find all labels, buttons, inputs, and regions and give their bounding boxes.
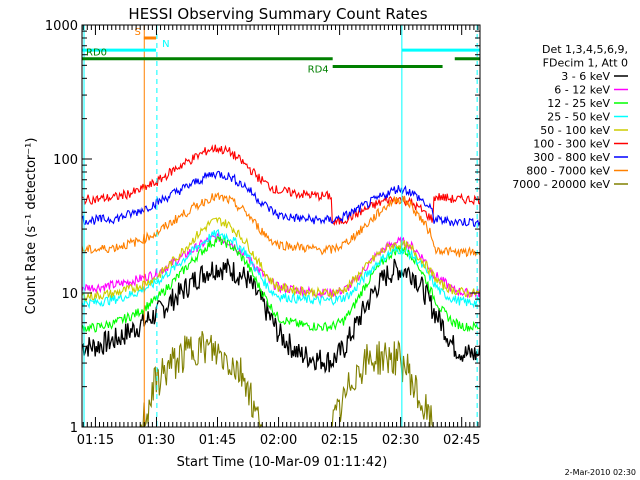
series-line-6 [81,144,481,226]
x-tick-label-1: 01:15 [77,433,114,448]
flag-label-2: N [162,39,169,50]
y-tick-label-1: 1 [70,421,78,436]
plot-frame [81,24,481,428]
legend-header-2: FDecim 1, Att 0 [543,57,628,70]
x-tick-label-4: 02:00 [260,433,297,448]
x-tick-label-3: 01:45 [199,433,236,448]
chart-title: HESSI Observing Summary Count Rates [128,5,427,23]
x-tick-label-7: 02:45 [443,433,480,448]
legend-label-1: 3 - 6 keV [561,70,610,83]
flag-label-4: RD4 [308,65,329,76]
series-line-5 [81,217,481,302]
y-tick-label-2: 10 [61,287,78,302]
legend: Det 1,3,4,5,6,9,FDecim 1, Att 03 - 6 keV… [512,43,628,191]
flag-label-1: S [134,27,140,38]
x-axis: 01:15 01:30 01:45 02:00 02:15 02:30 02:45 [77,25,480,448]
series-line-4 [81,229,481,310]
legend-header-1: Det 1,3,4,5,6,9, [542,43,628,56]
plot-content [81,144,481,429]
x-tick-label-2: 01:30 [138,433,175,448]
y-axis-label: Count Rate (s⁻¹ detector⁻¹) [24,138,39,315]
legend-label-4: 25 - 50 keV [547,111,610,124]
flag-label-3: RD0 [86,48,107,59]
legend-label-3: 12 - 25 keV [547,97,610,110]
series-line-1 [81,258,481,374]
x-tick-label-5: 02:15 [321,433,358,448]
annotations: S N RD0 RD4 [82,25,480,427]
series-line-7 [81,170,481,228]
legend-label-7: 300 - 800 keV [533,151,610,164]
legend-label-2: 6 - 12 keV [554,84,610,97]
legend-label-5: 50 - 100 keV [540,124,610,137]
series-line-8 [81,192,481,258]
series-line-3 [81,236,481,333]
legend-label-9: 7000 - 20000 keV [512,178,610,191]
legend-label-8: 800 - 7000 keV [526,165,610,178]
footer-timestamp: 2-Mar-2010 02:30 [565,468,636,477]
legend-label-6: 100 - 300 keV [533,138,610,151]
y-tick-label-3: 100 [53,153,78,168]
x-axis-label: Start Time (10-Mar-09 01:11:42) [177,455,388,470]
y-tick-label-4: 1000 [45,19,78,34]
x-tick-label-6: 02:30 [382,433,419,448]
